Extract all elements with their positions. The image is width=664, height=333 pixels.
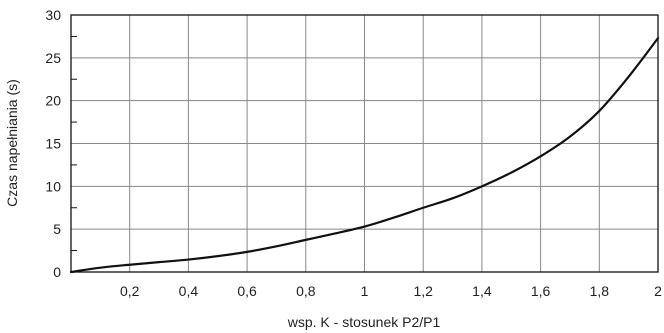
- x-tick-label: 1,8: [590, 283, 610, 299]
- y-tick-label: 20: [45, 93, 61, 109]
- x-tick-label: 0,6: [237, 283, 257, 299]
- x-tick-label: 0,4: [179, 283, 199, 299]
- x-axis-label: wsp. K - stosunek P2/P1: [287, 314, 441, 330]
- x-tick-labels: 0,2 0,4 0,6 0,8 1 1,2 1,4 1,6 1,8 2: [120, 283, 662, 299]
- y-tick-label: 10: [45, 178, 61, 194]
- y-tick-label: 30: [45, 7, 61, 23]
- y-tick-label: 0: [53, 264, 61, 280]
- y-tick-labels: 0 5 10 15 20 25 30: [45, 7, 61, 280]
- y-tick-label: 5: [53, 221, 61, 237]
- x-tick-label: 2: [654, 283, 662, 299]
- plot-frame: [70, 14, 659, 273]
- x-tick-label: 1,4: [472, 283, 492, 299]
- y-tick-label: 25: [45, 50, 61, 66]
- series-line: [69, 37, 660, 274]
- x-tick-label: 0,2: [120, 283, 140, 299]
- y-tick-label: 15: [45, 136, 61, 152]
- x-tick-label: 0,8: [296, 283, 316, 299]
- x-tick-label: 1,2: [413, 283, 433, 299]
- series-group: [69, 37, 660, 274]
- x-tick-label: 1,6: [531, 283, 551, 299]
- x-tick-label: 1: [361, 283, 369, 299]
- y-minor-ticks: [71, 35, 77, 252]
- y-axis-label: Czas napełniania (s): [4, 79, 20, 207]
